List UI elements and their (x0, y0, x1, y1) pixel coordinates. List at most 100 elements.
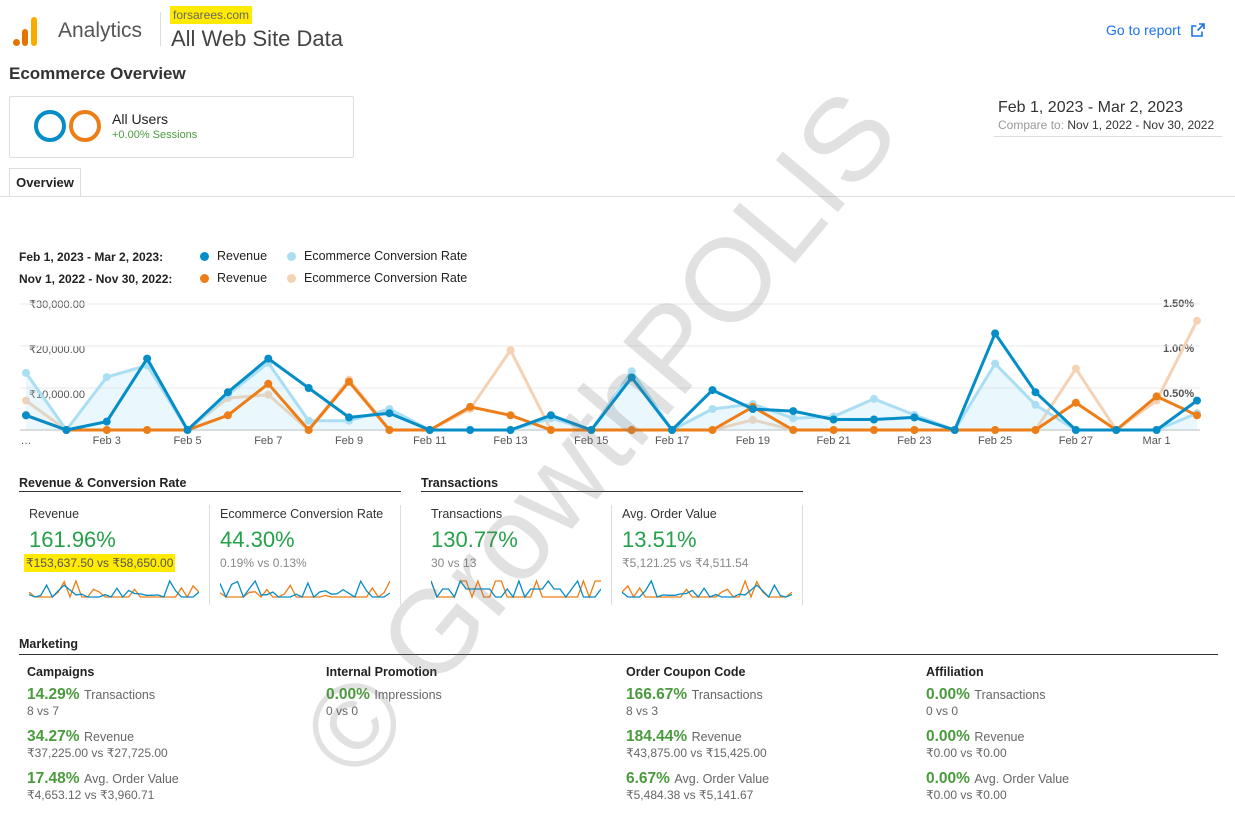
date-range-primary[interactable]: Feb 1, 2023 - Mar 2, 2023 (998, 99, 1183, 116)
metric-change: 161.96% (29, 527, 116, 552)
revenue-section-title: Revenue & Conversion Rate (19, 476, 187, 490)
marketing-item[interactable]: 6.67% Avg. Order Value ₹5,484.38 vs ₹5,1… (626, 770, 906, 802)
marketing-head[interactable]: Internal Promotion (326, 665, 438, 679)
data-point (1152, 396, 1161, 405)
revenue-section-line (19, 491, 401, 492)
marketing-pct: 0.00% (926, 686, 970, 703)
series-line-3 (25, 320, 1199, 432)
marketing-item[interactable]: 0.00% Transactions 0 vs 0 (926, 686, 1206, 718)
avg-order-value-metric-card[interactable]: Avg. Order Value 13.51% ₹5,121.25 vs ₹4,… (612, 505, 802, 605)
marketing-pct: 17.48% (27, 770, 80, 787)
account-name[interactable]: forsarees.com (170, 6, 253, 24)
conversion-sparkline (220, 579, 390, 599)
metric-label: Avg. Order Value (622, 507, 717, 521)
data-point (587, 426, 596, 434)
segment-picker[interactable]: All Users +0.00% Sessions (9, 96, 354, 158)
marketing-pct: 184.44% (626, 728, 688, 745)
x-tick-label: Feb 21 (816, 435, 851, 447)
marketing-label: Avg. Order Value (974, 772, 1070, 786)
data-point (829, 426, 838, 434)
marketing-section-line (19, 654, 1218, 655)
marketing-head[interactable]: Order Coupon Code (626, 665, 746, 679)
data-point (546, 426, 555, 434)
marketing-pct: 34.27% (27, 728, 80, 745)
marketing-item[interactable]: 0.00% Avg. Order Value ₹0.00 vs ₹0.00 (926, 770, 1206, 802)
data-point (546, 411, 555, 420)
data-point (668, 426, 677, 434)
compare-range-value: Nov 1, 2022 - Nov 30, 2022 (1067, 118, 1215, 132)
logo-bar-tall (31, 17, 37, 46)
revenue-metric-card[interactable]: Revenue 161.96% ₹153,637.50 vs ₹58,650.0… (19, 505, 209, 605)
x-tick-label: Feb 17 (654, 435, 690, 447)
legend-compare-range: Nov 1, 2022 - Nov 30, 2022: (19, 272, 173, 286)
data-point (1112, 426, 1121, 434)
metric-comparison: ₹5,121.25 vs ₹4,511.54 (622, 556, 749, 570)
conversion-area-fill (26, 362, 1197, 430)
marketing-pct: 6.67% (626, 770, 670, 787)
marketing-item[interactable]: 14.29% Transactions 8 vs 7 (27, 686, 307, 718)
data-point (829, 426, 838, 434)
sparkline-series (29, 579, 199, 599)
data-point (143, 354, 152, 363)
data-point (869, 415, 878, 424)
x-tick-label: Feb 27 (1058, 435, 1093, 447)
metric-separator (209, 505, 210, 605)
data-point (1193, 411, 1201, 420)
data-point (385, 426, 394, 434)
metric-label: Ecommerce Conversion Rate (220, 507, 384, 521)
data-point (950, 426, 959, 434)
metric-change: 44.30% (220, 527, 295, 552)
property-view-selector[interactable]: All Web Site Data (171, 26, 344, 51)
data-point (345, 413, 354, 422)
sparkline-series (622, 579, 792, 599)
date-range-compare[interactable]: Compare to: Nov 1, 2022 - Nov 30, 2022 (998, 118, 1214, 132)
data-point (748, 402, 757, 411)
sparkline-series (220, 579, 390, 599)
data-point (183, 426, 192, 434)
marketing-item[interactable]: 184.44% Revenue ₹43,875.00 vs ₹15,425.00 (626, 728, 906, 760)
data-point (506, 346, 515, 355)
marketing-pct: 14.29% (27, 686, 80, 703)
header-divider (160, 12, 161, 46)
data-point (708, 426, 717, 434)
marketing-label: Transactions (691, 688, 763, 702)
page-title: Ecommerce Overview (9, 64, 186, 83)
marketing-cmp: 0 vs 0 (926, 704, 959, 718)
marketing-item[interactable]: 0.00% Impressions 0 vs 0 (326, 686, 606, 718)
data-point (829, 412, 838, 421)
data-point (869, 394, 878, 403)
data-point (910, 426, 919, 434)
segment-circle-primary-icon (34, 110, 66, 142)
marketing-cmp: ₹0.00 vs ₹0.00 (926, 788, 1007, 802)
data-point (466, 402, 475, 411)
marketing-item[interactable]: 17.48% Avg. Order Value ₹4,653.12 vs ₹3,… (27, 770, 307, 802)
data-point (62, 426, 71, 434)
marketing-head[interactable]: Affiliation (926, 665, 984, 679)
metric-label: Transactions (431, 507, 503, 521)
data-point (708, 426, 717, 434)
marketing-item[interactable]: 34.27% Revenue ₹37,225.00 vs ₹27,725.00 (27, 728, 307, 760)
marketing-section-title: Marketing (19, 637, 79, 651)
data-point (22, 368, 30, 377)
marketing-label: Transactions (84, 688, 156, 702)
marketing-item[interactable]: 0.00% Revenue ₹0.00 vs ₹0.00 (926, 728, 1206, 760)
data-point (748, 415, 757, 424)
conversion-metric-card[interactable]: Ecommerce Conversion Rate 44.30% 0.19% v… (210, 505, 400, 605)
go-to-report-link[interactable]: Go to report (1106, 22, 1205, 38)
marketing-head[interactable]: Campaigns (27, 665, 95, 679)
segment-sessions-change: +0.00% Sessions (112, 129, 198, 141)
analytics-logo[interactable] (13, 16, 39, 46)
transactions-sparkline (431, 579, 601, 599)
data-point (1193, 409, 1201, 418)
data-point (385, 426, 394, 434)
data-point (829, 415, 838, 424)
tab-overview[interactable]: Overview (9, 168, 81, 196)
marketing-item[interactable]: 166.67% Transactions 8 vs 3 (626, 686, 906, 718)
data-point (1031, 388, 1040, 397)
transactions-metric-card[interactable]: Transactions 130.77% 30 vs 13 (421, 505, 611, 605)
data-point (183, 426, 192, 434)
marketing-cmp: ₹4,653.12 vs ₹3,960.71 (27, 788, 155, 802)
data-point (1071, 364, 1080, 373)
x-tick-label: Feb 13 (493, 435, 528, 447)
sparkline-series (29, 579, 199, 599)
